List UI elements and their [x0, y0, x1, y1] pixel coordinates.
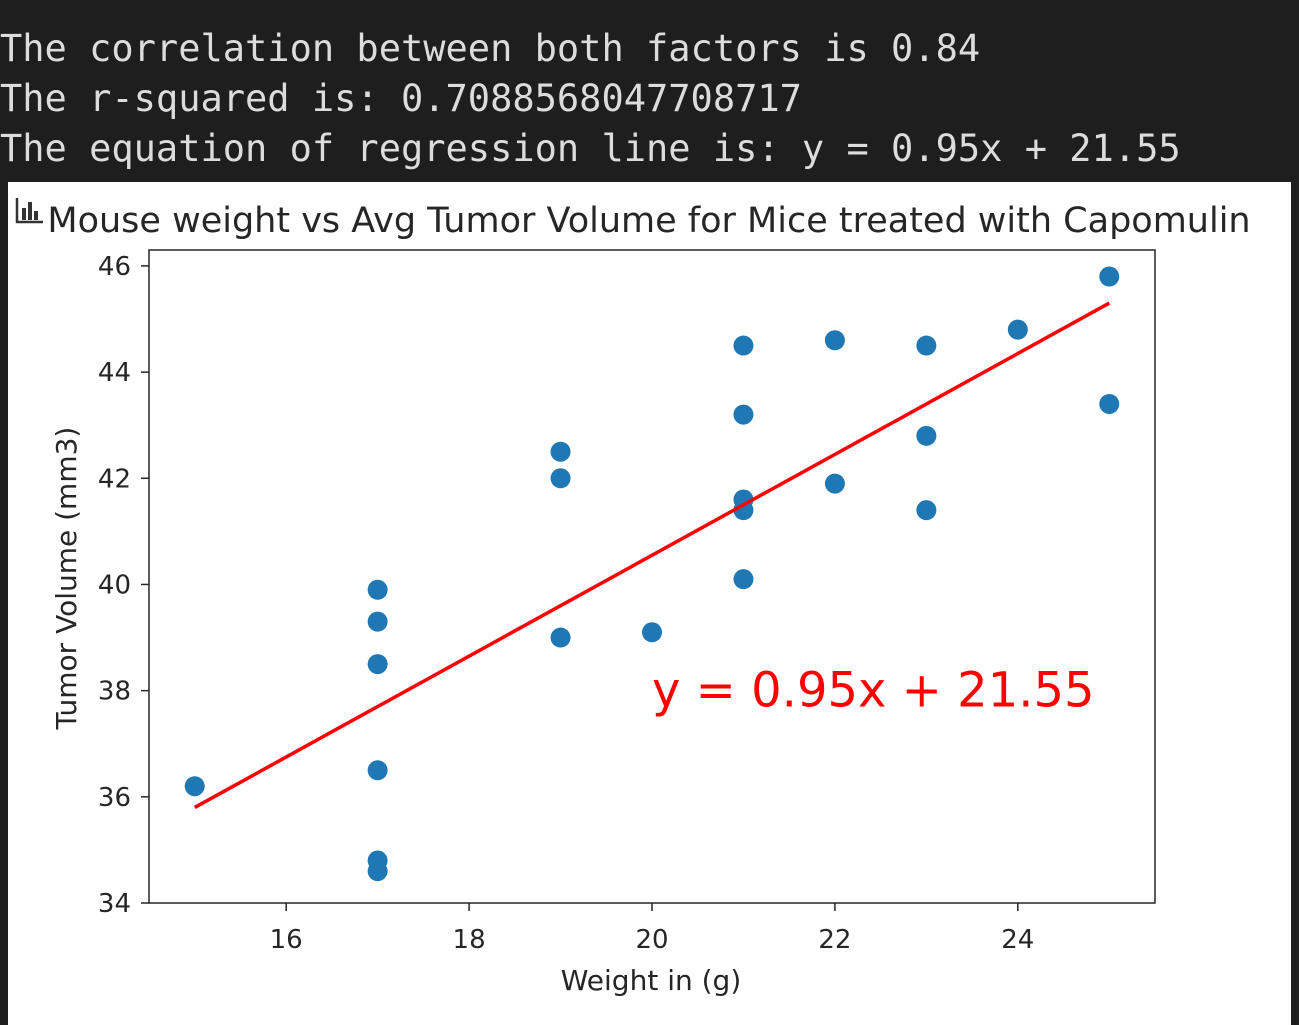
correlation-output-line: The correlation between both factors is … — [0, 27, 981, 70]
data-point — [824, 330, 845, 351]
x-tick-label: 18 — [453, 925, 486, 955]
r-squared-output-line: The r-squared is: 0.7088568047708717 — [0, 77, 802, 120]
data-point — [733, 404, 754, 425]
x-tick-label: 24 — [1001, 925, 1034, 955]
y-tick-label: 42 — [98, 464, 131, 494]
y-tick-label: 36 — [98, 783, 131, 813]
data-point — [733, 335, 754, 356]
y-axis-label: Tumor Volume (mm3) — [50, 427, 83, 731]
plot-output-frame: Mouse weight vs Avg Tumor Volume for Mic… — [8, 182, 1291, 1025]
data-point — [1099, 266, 1120, 287]
data-point — [824, 473, 845, 494]
axes: 16 18 20 22 24 34 36 38 40 42 44 46 — [98, 249, 1156, 955]
data-point — [184, 776, 205, 797]
data-point — [367, 611, 388, 632]
data-point — [916, 335, 937, 356]
data-point — [367, 760, 388, 781]
regression-equation-annotation: y = 0.95x + 21.55 — [652, 663, 1095, 719]
data-point — [916, 500, 937, 521]
data-point — [642, 622, 662, 643]
x-tick-label: 16 — [270, 925, 303, 955]
x-tick-label: 20 — [635, 925, 668, 955]
y-tick-label: 46 — [98, 252, 131, 282]
data-point — [1007, 319, 1028, 340]
y-tick-label: 40 — [98, 570, 131, 600]
y-tick-label: 44 — [98, 358, 131, 388]
data-point — [367, 579, 388, 600]
chart-title: Mouse weight vs Avg Tumor Volume for Mic… — [47, 201, 1250, 241]
data-point — [367, 861, 388, 882]
data-point — [550, 468, 571, 489]
regression-equation-output-line: The equation of regression line is: y = … — [0, 127, 1181, 170]
scatter-plot: Mouse weight vs Avg Tumor Volume for Mic… — [47, 201, 1250, 997]
data-point — [733, 569, 754, 590]
y-tick-label: 34 — [98, 889, 131, 919]
regression-line — [193, 301, 1111, 809]
bar-chart-icon[interactable] — [12, 192, 48, 226]
x-tick-label: 22 — [818, 925, 851, 955]
data-point — [733, 500, 754, 521]
x-axis-label: Weight in (g) — [561, 964, 742, 997]
data-point — [550, 627, 571, 648]
y-tick-label: 38 — [98, 677, 131, 707]
data-point — [367, 654, 388, 675]
plot-area-frame — [148, 249, 1156, 904]
data-point — [916, 425, 937, 446]
data-point — [1099, 393, 1120, 414]
data-point — [550, 441, 571, 462]
